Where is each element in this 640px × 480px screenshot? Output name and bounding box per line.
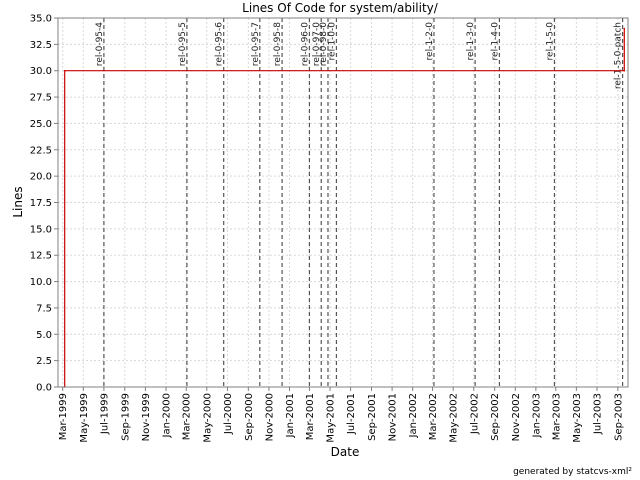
y-tick-label: 35.0 [30, 14, 52, 25]
y-tick-label: 5.0 [36, 330, 52, 341]
y-tick-label: 25.0 [30, 119, 52, 130]
x-axis-label: Date [331, 445, 360, 459]
y-axis-label: Lines [11, 186, 25, 217]
x-tick-label: May-2002 [449, 393, 460, 443]
release-label: rel-0-95-7 [251, 22, 261, 66]
x-tick-label: Nov-2001 [388, 393, 399, 441]
y-tick-label: 10.0 [30, 277, 52, 288]
x-tick-label: Mar-2002 [428, 393, 439, 440]
x-tick-label: Mar-2003 [551, 393, 562, 440]
y-tick-label: 30.0 [30, 66, 52, 77]
x-tick-label: Nov-1999 [141, 393, 152, 441]
grid [58, 17, 628, 388]
x-tick-label: Mar-2001 [305, 393, 316, 440]
y-tick-label: 7.5 [36, 303, 52, 314]
series-point [63, 69, 66, 72]
release-label: rel-0-97-0 [312, 22, 322, 66]
release-label: rel-0-95-4 [95, 22, 105, 66]
x-tick-label: May-2001 [326, 393, 337, 443]
x-tick-label: Jul-2000 [223, 393, 234, 435]
series-line [64, 28, 625, 387]
x-tick-label: May-2000 [202, 393, 213, 443]
x-tick-label: May-1999 [79, 393, 90, 443]
y-tick-label: 32.5 [30, 40, 52, 51]
series-point [623, 27, 626, 30]
release-label: rel-1-0-0 [327, 22, 337, 61]
x-tick-label: Mar-2000 [182, 393, 193, 440]
chart-title: Lines Of Code for system/ability/ [242, 1, 439, 15]
x-tick-label: Sep-2003 [613, 393, 624, 441]
x-tick-label: Sep-2002 [490, 393, 501, 441]
y-tick-label: 22.5 [30, 145, 52, 156]
y-tick-label: 2.5 [36, 356, 52, 367]
release-label: rel-0-98-0 [319, 22, 329, 66]
x-tick-label: Nov-2002 [511, 393, 522, 441]
x-tick-label: Jan-2003 [531, 393, 542, 438]
x-tick-label: Sep-2000 [244, 393, 255, 441]
series-point [623, 69, 626, 72]
y-tick-label: 20.0 [30, 172, 52, 183]
release-label: rel-1-3-0 [466, 22, 476, 61]
x-tick-label: Sep-2001 [367, 393, 378, 441]
y-tick-label: 15.0 [30, 224, 52, 235]
x-tick-label: Jan-2000 [161, 393, 172, 438]
x-tick-label: Jul-1999 [99, 393, 110, 435]
release-markers: rel-0-95-4 rel-0-95-5 rel-0-95-6 rel-0-95-7… [95, 18, 624, 387]
x-tick-label: May-2003 [572, 393, 583, 443]
generator-footer: generated by statcvs-xml² [513, 467, 632, 477]
y-axis: 0.0 2.5 5.0 7.5 10.0 12.5 15.0 17.5 20.0 22.5 25.0… [30, 14, 58, 394]
x-axis: Mar-1999 May-1999 Jul-1999 Sep-1999 Nov-1999… [58, 387, 624, 443]
x-tick-label: Jul-2003 [592, 393, 603, 435]
release-label: rel-0-95-8 [273, 22, 283, 66]
x-tick-label: Nov-2000 [264, 393, 275, 441]
release-label: rel-1-4-0 [490, 22, 500, 61]
release-label: rel-0-96-0 [300, 22, 310, 66]
x-tick-label: Mar-1999 [58, 393, 69, 440]
y-tick-label: 0.0 [36, 383, 52, 394]
y-tick-label: 12.5 [30, 251, 52, 262]
release-label: rel-1-5-0 [545, 22, 555, 61]
x-tick-label: Jul-2001 [346, 393, 357, 435]
x-tick-label: Jul-2002 [469, 393, 480, 435]
release-label: rel-1-5-0-patch [614, 22, 624, 89]
y-tick-label: 17.5 [30, 198, 52, 209]
x-tick-label: Sep-1999 [120, 393, 131, 441]
release-label: rel-1-2-0 [425, 22, 435, 61]
series [63, 27, 626, 388]
release-label: rel-0-95-5 [178, 22, 188, 66]
x-tick-label: Jan-2001 [285, 393, 296, 438]
release-label: rel-0-95-6 [215, 22, 225, 66]
x-tick-label: Jan-2002 [408, 393, 419, 438]
y-tick-label: 27.5 [30, 93, 52, 104]
